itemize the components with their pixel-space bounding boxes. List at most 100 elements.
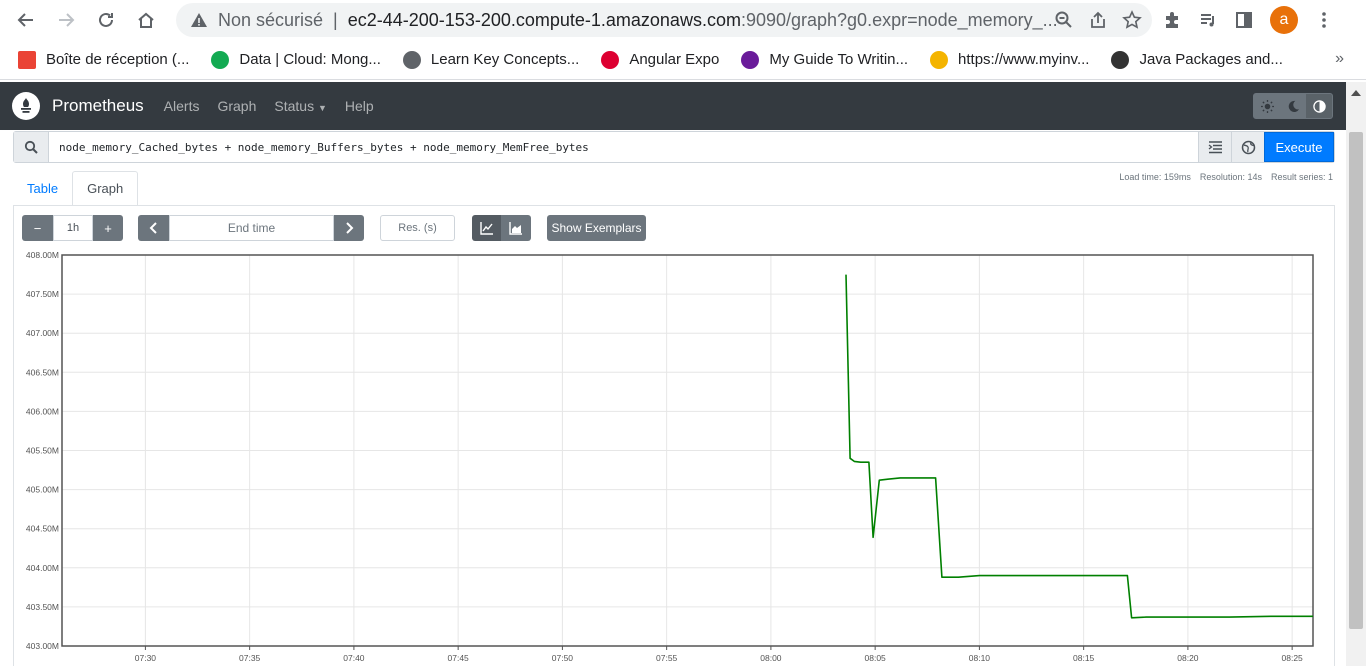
- url-path: :9090/graph?g0.expr=node_memory_...: [740, 9, 1058, 30]
- contrast-icon: [1312, 99, 1326, 113]
- auto-theme-button[interactable]: [1306, 94, 1332, 118]
- tab-graph[interactable]: Graph: [72, 171, 139, 206]
- previous-time-button[interactable]: [138, 215, 169, 241]
- globe-button[interactable]: [1231, 132, 1264, 162]
- home-icon: [138, 12, 154, 28]
- y-tick-label: 408.00M: [26, 250, 59, 260]
- zoom-icon[interactable]: [1054, 10, 1074, 30]
- avatar[interactable]: a: [1270, 6, 1298, 34]
- bookmark-item[interactable]: https://www.myinv...: [930, 50, 1090, 69]
- guide-icon: [741, 50, 760, 69]
- nav-links: Alerts Graph Status ▼ Help: [146, 98, 374, 114]
- tab-table[interactable]: Table: [27, 181, 59, 196]
- decrease-range-button[interactable]: −: [22, 215, 53, 241]
- x-tick-label: 07:45: [448, 653, 470, 663]
- url-host: ec2-44-200-153-200.compute-1.amazonaws.c…: [347, 9, 741, 30]
- sun-icon: [1260, 99, 1274, 113]
- memory-line-chart[interactable]: 408.00M 407.50M 407.00M 406.50M 406.00M 405.5…: [0, 246, 1346, 666]
- line-chart-icon: [479, 222, 493, 235]
- x-tick-label: 08:10: [969, 653, 991, 663]
- mongodb-icon: [211, 50, 230, 69]
- bookmarks-bar: Boîte de réception (... Data | Cloud: Mon…: [0, 40, 1366, 80]
- moon-icon: [1288, 100, 1299, 112]
- nav-graph[interactable]: Graph: [217, 98, 257, 114]
- bookmark-label: Java Packages and...: [1139, 51, 1283, 68]
- extensions-icon[interactable]: [1162, 10, 1182, 30]
- x-tick-label: 07:35: [239, 653, 261, 663]
- series-line: [845, 274, 1313, 619]
- y-tick-label: 405.50M: [26, 446, 59, 456]
- increase-range-button[interactable]: +: [93, 215, 123, 241]
- menu-icon[interactable]: [1314, 10, 1334, 30]
- area-chart-icon: [509, 222, 522, 235]
- x-tick-label: 07:55: [656, 653, 678, 663]
- arrow-left-icon: [17, 13, 33, 27]
- media-icon[interactable]: [1198, 10, 1218, 30]
- nav-status[interactable]: Status ▼: [274, 98, 327, 114]
- warning-icon: [191, 13, 207, 27]
- y-tick-label: 406.00M: [26, 406, 59, 416]
- nav-help[interactable]: Help: [344, 98, 374, 114]
- next-time-button[interactable]: [334, 215, 364, 241]
- metrics-explorer-button[interactable]: [1198, 132, 1231, 162]
- back-button[interactable]: [8, 2, 44, 38]
- nav-alerts[interactable]: Alerts: [163, 98, 200, 114]
- list-icon: [1208, 140, 1222, 153]
- tab-list: Table Graph: [13, 171, 139, 206]
- y-tick-label: 404.00M: [26, 563, 59, 573]
- caret-down-icon: ▼: [317, 103, 327, 113]
- url-separator: |: [333, 9, 338, 30]
- x-tick-label: 08:00: [760, 653, 782, 663]
- y-tick-label: 405.00M: [26, 485, 59, 495]
- graph-panel: − 1h + End time Res. (s) Show Exemplars: [13, 205, 1335, 666]
- chevron-right-icon: [346, 222, 354, 234]
- arrow-right-icon: [59, 13, 75, 27]
- star-icon[interactable]: [1122, 10, 1142, 30]
- bookmarks-overflow-button[interactable]: »: [1335, 50, 1344, 67]
- scroll-thumb[interactable]: [1349, 132, 1363, 629]
- y-tick-label: 403.50M: [26, 602, 59, 612]
- bookmark-label: Boîte de réception (...: [46, 51, 190, 68]
- expression-input[interactable]: node_memory_Cached_bytes + node_memory_B…: [59, 140, 589, 154]
- browser-actions: a: [1162, 0, 1334, 40]
- x-tick-label: 08:20: [1177, 653, 1199, 663]
- show-exemplars-button[interactable]: Show Exemplars: [547, 215, 646, 241]
- side-panel-icon[interactable]: [1234, 10, 1254, 30]
- address-bar[interactable]: Non sécurisé | ec2-44-200-153-200.comput…: [176, 3, 1152, 37]
- dark-theme-button[interactable]: [1280, 94, 1306, 118]
- y-tick-label: 406.50M: [26, 367, 59, 377]
- bookmark-item[interactable]: Boîte de réception (...: [18, 50, 190, 69]
- reload-button[interactable]: [88, 2, 124, 38]
- range-input[interactable]: 1h: [53, 215, 93, 241]
- line-chart-button[interactable]: [472, 215, 501, 241]
- prometheus-navbar: Prometheus Alerts Graph Status ▼ Help: [0, 82, 1346, 130]
- execute-button[interactable]: Execute: [1264, 132, 1334, 162]
- insecure-label: Non sécurisé: [218, 9, 324, 30]
- bookmark-label: Angular Expo: [629, 51, 720, 68]
- page-scrollbar[interactable]: [1346, 82, 1366, 666]
- x-tick-label: 07:30: [135, 653, 157, 663]
- light-theme-button[interactable]: [1254, 94, 1280, 118]
- bookmark-item[interactable]: Angular Expo: [601, 50, 720, 69]
- bookmark-label: https://www.myinv...: [958, 51, 1090, 68]
- resolution-input[interactable]: Res. (s): [380, 215, 455, 241]
- brand[interactable]: Prometheus: [12, 92, 144, 120]
- x-tick-label: 07:50: [552, 653, 574, 663]
- x-tick-label: 07:40: [343, 653, 365, 663]
- stacked-chart-button[interactable]: [501, 215, 531, 241]
- y-tick-label: 403.00M: [26, 641, 59, 651]
- home-button[interactable]: [128, 2, 164, 38]
- end-time-input[interactable]: End time: [169, 215, 334, 241]
- bookmark-item[interactable]: Java Packages and...: [1111, 50, 1283, 69]
- bookmark-item[interactable]: Learn Key Concepts...: [402, 50, 579, 69]
- share-icon[interactable]: [1088, 10, 1108, 30]
- scroll-up-icon[interactable]: [1351, 90, 1361, 96]
- plot-frame: [61, 254, 1314, 647]
- bookmark-item[interactable]: My Guide To Writin...: [741, 50, 908, 69]
- forward-button[interactable]: [48, 2, 84, 38]
- bookmark-item[interactable]: Data | Cloud: Mong...: [211, 50, 381, 69]
- bookmark-label: Data | Cloud: Mong...: [239, 51, 381, 68]
- brand-name: Prometheus: [52, 96, 144, 115]
- x-tick-label: 08:25: [1282, 653, 1304, 663]
- prometheus-logo-icon: [12, 92, 40, 120]
